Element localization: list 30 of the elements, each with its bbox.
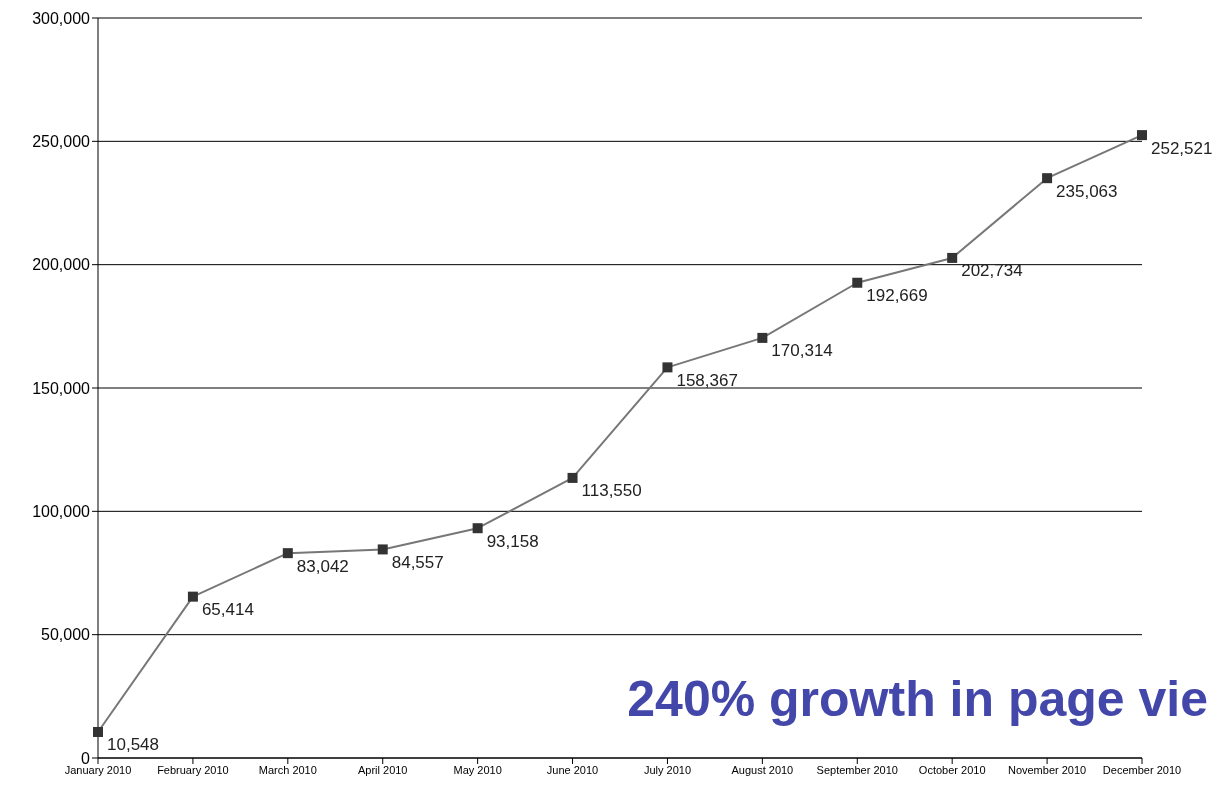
text: 113,550 — [581, 481, 642, 501]
text: 170,314 — [771, 341, 833, 361]
y-tick-label: 150,000 — [32, 379, 91, 397]
text: 83,042 — [296, 556, 349, 576]
y-tick-label: 50,000 — [41, 626, 91, 644]
y-tick-label: 300,000 — [32, 9, 91, 27]
annotation: 240% growth in page vie — [627, 670, 1208, 728]
x-tick-label: August 2010 — [731, 763, 794, 776]
text: 202,734 — [961, 261, 1023, 281]
x-tick-label: May 2010 — [453, 763, 502, 776]
text: 252,521 — [1151, 138, 1213, 158]
x-tick-label: March 2010 — [258, 763, 317, 776]
x-tick-label: July 2010 — [643, 763, 691, 776]
text: 65,414 — [201, 600, 254, 620]
text: 84,557 — [391, 552, 444, 572]
text: 93,158 — [486, 531, 539, 551]
x-tick-label: November 2010 — [1007, 763, 1087, 776]
y-tick-label: 200,000 — [32, 256, 91, 274]
y-tick-label: 100,000 — [32, 503, 91, 521]
text: 158,367 — [676, 370, 738, 390]
x-tick-label: December 2010 — [1102, 763, 1182, 776]
text: 10,548 — [107, 735, 159, 755]
y-tick-label: 250,000 — [32, 133, 91, 151]
x-tick-label: October 2010 — [918, 763, 986, 776]
text: 235,063 — [1056, 181, 1118, 201]
x-tick-label: June 2010 — [546, 763, 599, 776]
x-tick-label: April 2010 — [357, 763, 408, 776]
x-tick-label: February 2010 — [157, 763, 229, 776]
text: 192,669 — [866, 286, 928, 306]
x-tick-label: September 2010 — [816, 763, 898, 776]
